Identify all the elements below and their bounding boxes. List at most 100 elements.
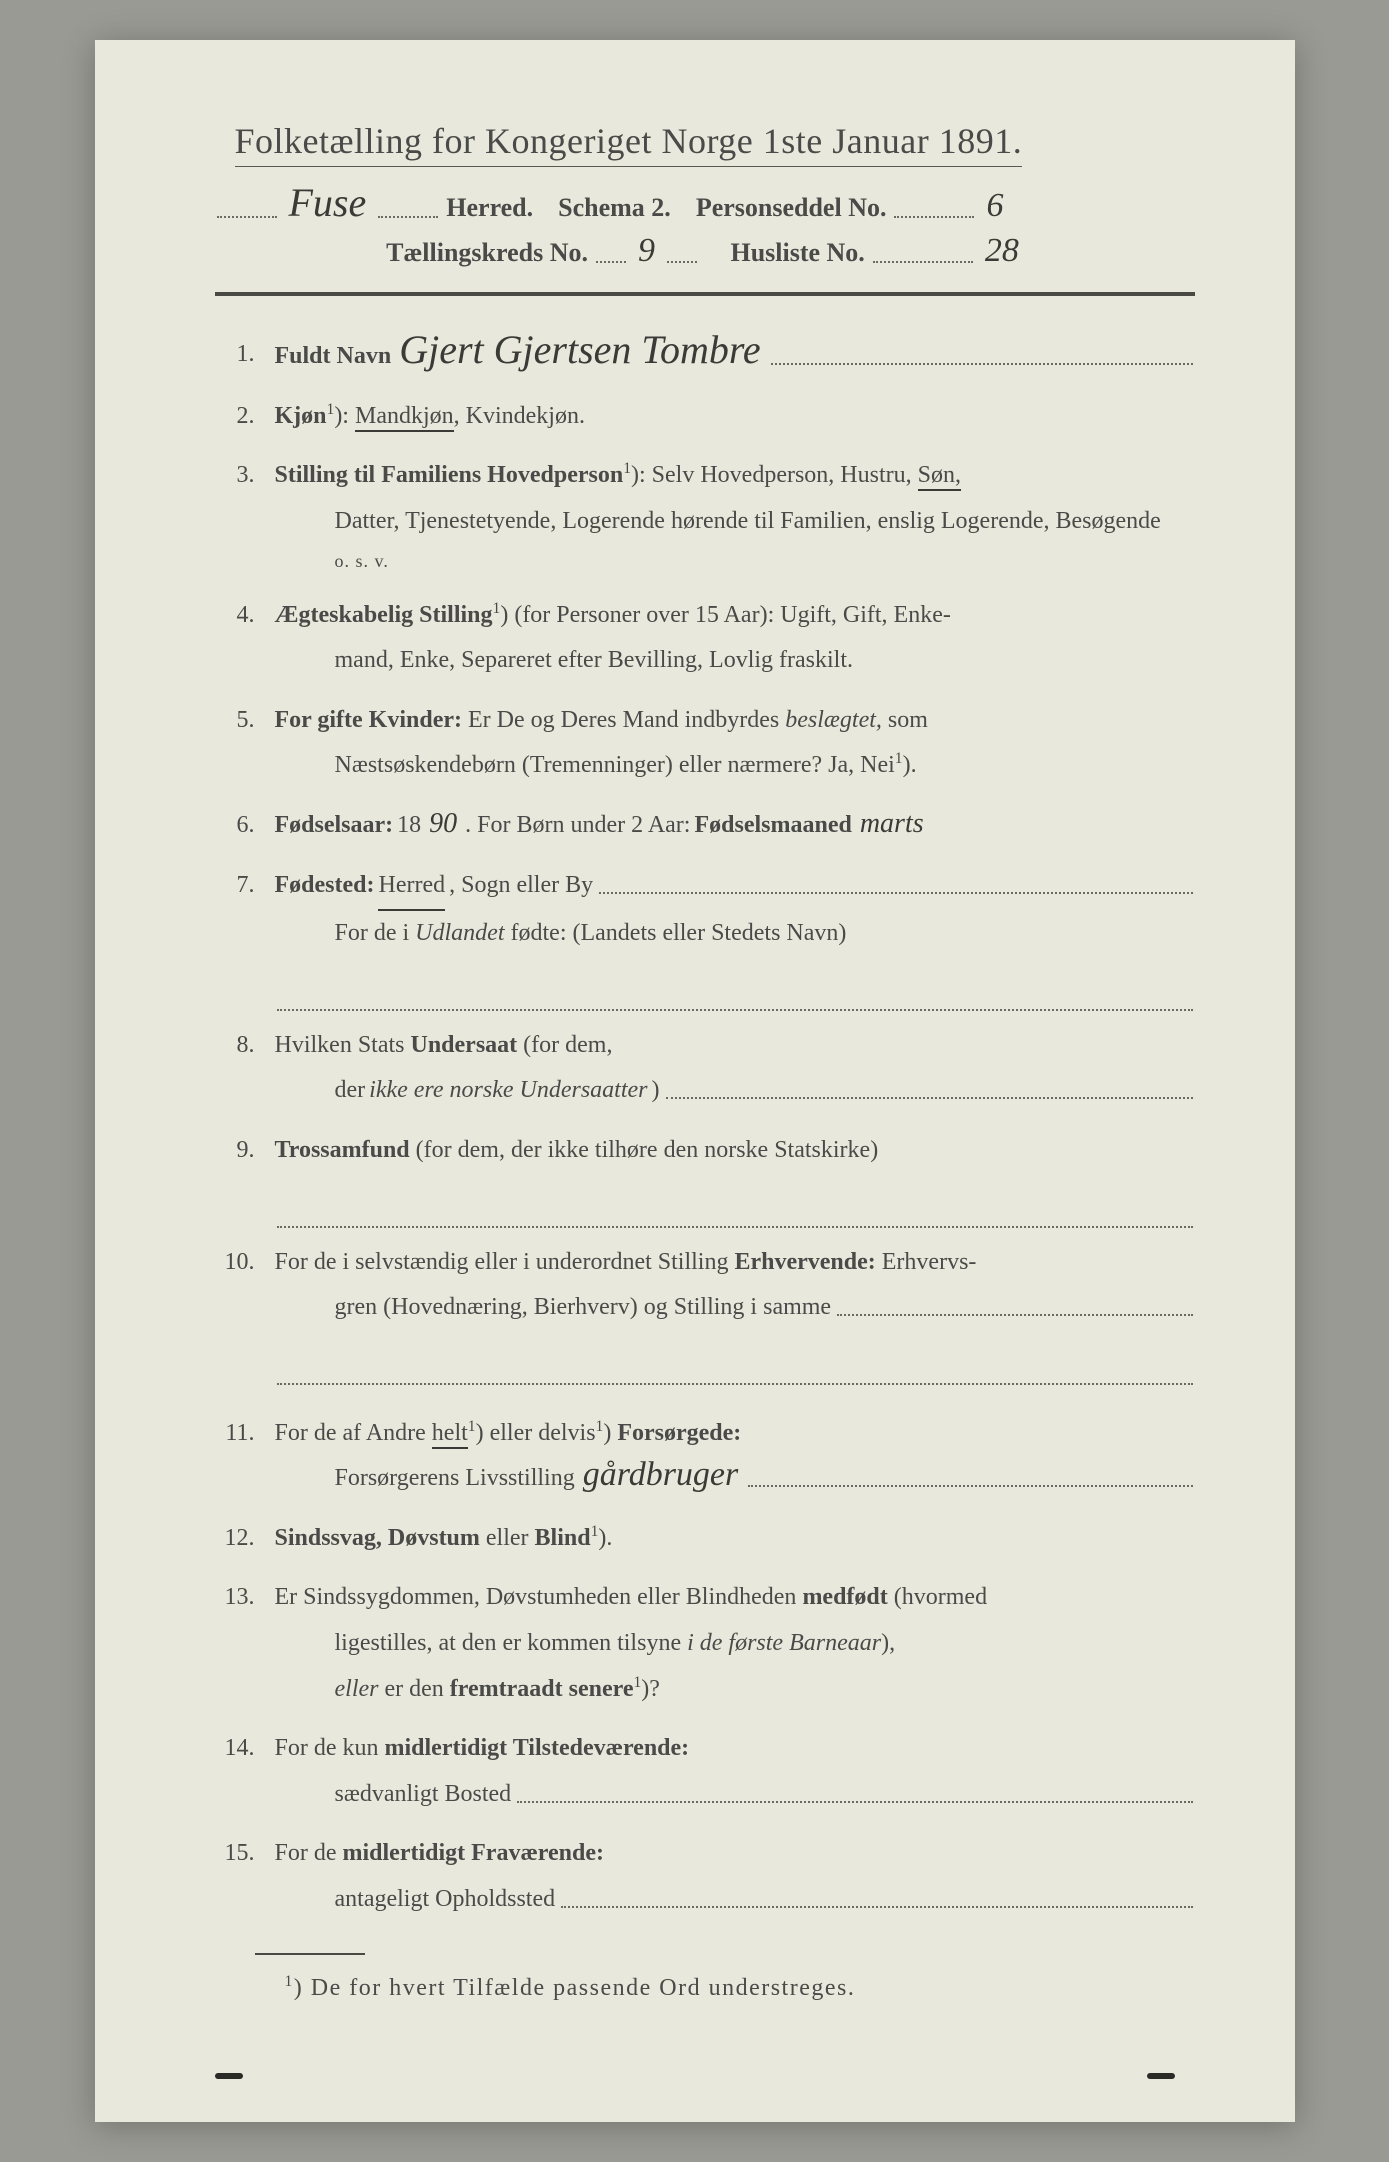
q6-label2: Fødselsmaaned xyxy=(694,803,851,849)
q14-body: For de kun midlertidigt Tilstedeværende:… xyxy=(275,1726,1195,1817)
q13-num: 13. xyxy=(215,1575,275,1712)
title-text: Folketælling for Kongeriget Norge 1ste J… xyxy=(235,120,1023,167)
q12-mid: eller xyxy=(480,1525,535,1551)
q5-em: beslægtet, xyxy=(785,707,882,733)
q11-l1a: For de af Andre xyxy=(275,1420,432,1446)
question-3: 3. Stilling til Familiens Hovedperson1):… xyxy=(215,453,1195,578)
question-11: 11. For de af Andre helt1) eller delvis1… xyxy=(215,1411,1195,1502)
question-list: 1. Fuldt Navn Gjert Gjertsen Tombre 2. K… xyxy=(215,332,1195,1923)
dots xyxy=(873,237,973,263)
q7-em: Udlandet xyxy=(415,920,504,946)
q12-label2: Blind xyxy=(535,1525,591,1551)
q3-son: Søn, xyxy=(918,462,961,491)
q14-l1a: For de kun xyxy=(275,1735,385,1761)
q14-line2: sædvanligt Bosted xyxy=(275,1772,1195,1818)
q1-body: Fuldt Navn Gjert Gjertsen Tombre xyxy=(275,332,1195,380)
q7-line1: Fødested: Herred, Sogn eller By xyxy=(275,863,1195,912)
q13-body: Er Sindssygdommen, Døvstumheden eller Bl… xyxy=(275,1575,1195,1712)
dots xyxy=(517,1779,1192,1803)
q8-l2b: ) xyxy=(652,1068,660,1114)
dots xyxy=(217,192,277,218)
kreds-handwritten: 9 xyxy=(634,236,659,267)
q9-rest: (for dem, der ikke tilhøre den norske St… xyxy=(410,1137,879,1163)
dots xyxy=(837,1292,1192,1316)
q5-num: 5. xyxy=(215,698,275,789)
q5-sup: 1 xyxy=(895,750,903,767)
q6-mid: . For Børn under 2 Aar: xyxy=(465,803,690,849)
herred-handwritten: Fuse xyxy=(285,185,371,221)
q11-body: For de af Andre helt1) eller delvis1) Fo… xyxy=(275,1411,1195,1502)
q13-b2: fremtraadt senere xyxy=(450,1676,634,1702)
q5-label: For gifte Kvinder: xyxy=(275,707,463,733)
divider-rule xyxy=(215,292,1195,296)
q13-line3: eller er den fremtraadt senere1)? xyxy=(275,1667,1195,1713)
q15-num: 15. xyxy=(215,1831,275,1922)
dots xyxy=(277,987,1193,1011)
q7-blank xyxy=(275,985,1195,1009)
q1-num: 1. xyxy=(215,332,275,380)
q3-text-1a: Selv Hovedperson, Hustru, xyxy=(652,462,918,488)
q4-label: Ægteskabelig Stilling xyxy=(275,602,493,628)
dots xyxy=(561,1884,1192,1908)
question-4: 4. Ægteskabelig Stilling1) (for Personer… xyxy=(215,593,1195,684)
q11-l1b: ) xyxy=(603,1420,617,1446)
q8-l2a: der xyxy=(335,1068,366,1114)
question-5: 5. For gifte Kvinder: Er De og Deres Man… xyxy=(215,698,1195,789)
pin-icon xyxy=(215,2070,243,2082)
question-12: 12. Sindssvag, Døvstum eller Blind1). xyxy=(215,1516,1195,1562)
q12-label: Sindssvag, Døvstum xyxy=(275,1525,480,1551)
personseddel-handwritten: 6 xyxy=(982,191,1007,222)
q2-sep: , xyxy=(454,403,466,429)
q8-body: Hvilken Stats Undersaat (for dem, der ik… xyxy=(275,1023,1195,1114)
q13-b1: medfødt xyxy=(802,1584,887,1610)
q9-num: 9. xyxy=(215,1128,275,1226)
q4-num: 4. xyxy=(215,593,275,684)
q12-body: Sindssvag, Døvstum eller Blind1). xyxy=(275,1516,1195,1562)
q9-body: Trossamfund (for dem, der ikke tilhøre d… xyxy=(275,1128,1195,1226)
q11-label: Forsørgede: xyxy=(617,1420,741,1446)
q10-line2: gren (Hovednæring, Bierhverv) og Stillin… xyxy=(275,1285,1195,1331)
dots xyxy=(666,1075,1193,1099)
q14-l2: sædvanligt Bosted xyxy=(335,1772,512,1818)
q2-label: Kjøn xyxy=(275,403,327,429)
q8-num: 8. xyxy=(215,1023,275,1114)
q7-l2a: For de i xyxy=(335,920,416,946)
q3-line3: o. s. v. xyxy=(275,544,1195,578)
q3-sup: 1 xyxy=(623,460,631,477)
q11-sup1: 1 xyxy=(468,1418,476,1435)
q11-mid: ) eller delvis xyxy=(476,1420,596,1446)
q10-l2: gren (Hovednæring, Bierhverv) og Stillin… xyxy=(335,1285,832,1331)
dots xyxy=(894,192,974,218)
q5-l1b: som xyxy=(882,707,928,733)
q13-line2: ligestilles, at den er kommen tilsyne i … xyxy=(275,1621,1195,1667)
question-9: 9. Trossamfund (for dem, der ikke tilhør… xyxy=(215,1128,1195,1226)
q5-end: ). xyxy=(903,752,917,778)
question-8: 8. Hvilken Stats Undersaat (for dem, der… xyxy=(215,1023,1195,1114)
q15-label: midlertidigt Fraværende: xyxy=(343,1840,605,1866)
q5-l2a: Næstsøskendebørn (Tremenninger) eller næ… xyxy=(335,752,895,778)
question-2: 2. Kjøn1): Mandkjøn, Kvindekjøn. xyxy=(215,394,1195,440)
footnote-sup: 1 xyxy=(285,1973,294,1990)
q15-body: For de midlertidigt Fraværende: antageli… xyxy=(275,1831,1195,1922)
form-title: Folketælling for Kongeriget Norge 1ste J… xyxy=(215,120,1195,185)
dots xyxy=(277,1204,1193,1228)
header-line-1: Fuse Herred. Schema 2. Personseddel No. … xyxy=(215,185,1195,223)
header-line-2: Tællingskreds No. 9 Husliste No. 28 xyxy=(215,235,1195,268)
q12-num: 12. xyxy=(215,1516,275,1562)
q8-em: ikke ere norske Undersaatter xyxy=(369,1068,647,1114)
q15-l1a: For de xyxy=(275,1840,343,1866)
q11-helt: helt xyxy=(432,1420,468,1449)
q3-body: Stilling til Familiens Hovedperson1): Se… xyxy=(275,453,1195,578)
q3-num: 3. xyxy=(215,453,275,578)
herred-label: Herred. xyxy=(446,193,533,223)
dots xyxy=(667,237,697,263)
question-10: 10. For de i selvstændig eller i underor… xyxy=(215,1240,1195,1383)
q13-l1b: (hvormed xyxy=(888,1584,987,1610)
footnote: 1) De for hvert Tilfælde passende Ord un… xyxy=(285,1973,1195,2002)
dots xyxy=(771,341,1193,365)
q10-blank xyxy=(275,1359,1195,1383)
q8-label: Undersaat xyxy=(411,1032,518,1058)
dots xyxy=(599,870,1192,894)
dots xyxy=(277,1361,1193,1385)
question-7: 7. Fødested: Herred, Sogn eller By For d… xyxy=(215,863,1195,1009)
